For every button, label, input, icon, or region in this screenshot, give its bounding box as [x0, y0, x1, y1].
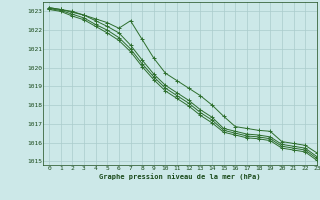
- X-axis label: Graphe pression niveau de la mer (hPa): Graphe pression niveau de la mer (hPa): [99, 173, 261, 180]
